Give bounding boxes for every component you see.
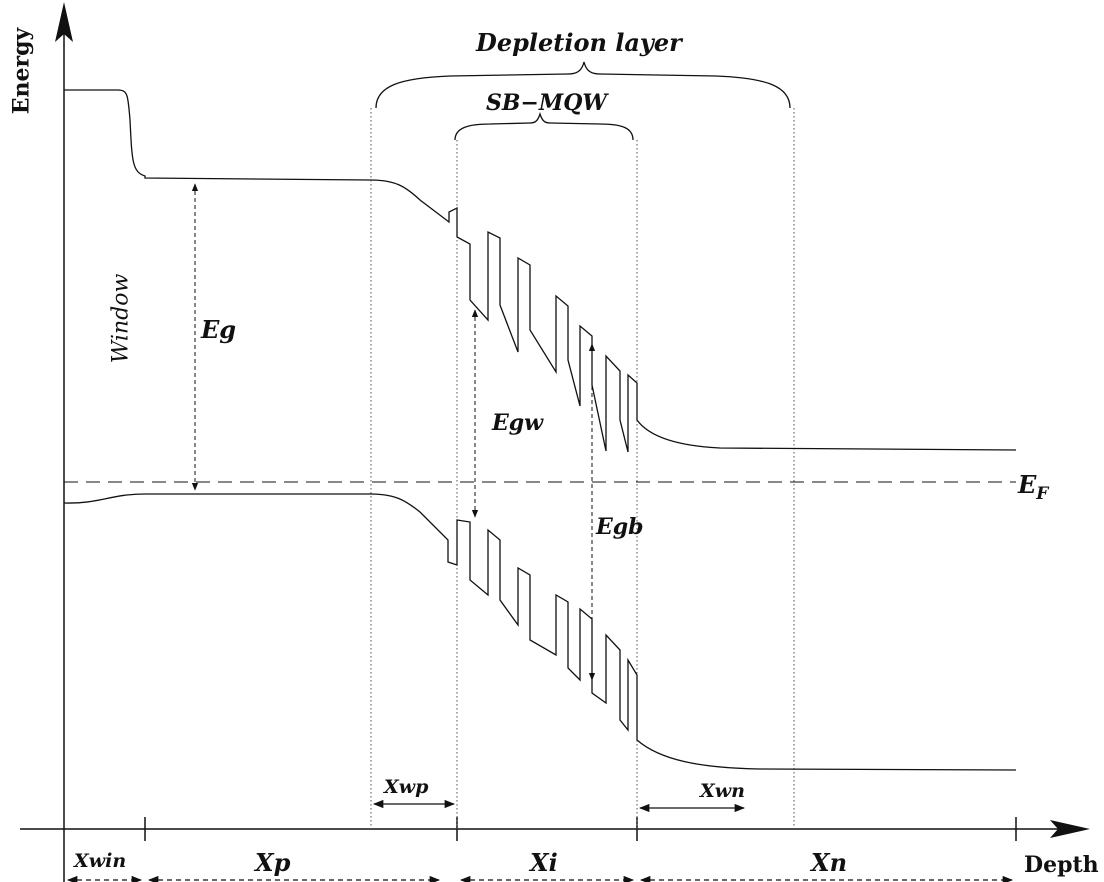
depletion-layer-brace bbox=[375, 61, 791, 109]
dotted-guides bbox=[370, 108, 795, 829]
energy-axis-label: Energy bbox=[8, 27, 35, 115]
conduction-band bbox=[64, 89, 1017, 453]
width-arrows bbox=[372, 799, 746, 813]
depth-axis-arrowhead bbox=[1050, 820, 1090, 838]
gap-arrows bbox=[191, 183, 596, 681]
xn-label: Xn bbox=[811, 848, 848, 877]
energy-axis-arrowhead bbox=[55, 2, 73, 42]
valence-band bbox=[63, 493, 1017, 771]
xp-label: Xp bbox=[255, 848, 291, 877]
depletion-layer-label: Depletion layer bbox=[476, 28, 682, 57]
xwp-label: Xwp bbox=[384, 776, 429, 798]
fermi-level-label: EF bbox=[1018, 470, 1048, 504]
fermi-level-main: E bbox=[1018, 470, 1037, 499]
sb-mqw-brace bbox=[454, 111, 634, 141]
window-label: Window bbox=[108, 273, 134, 364]
depth-axis-label: Depth bbox=[1024, 852, 1099, 878]
egw-label: Egw bbox=[492, 410, 544, 436]
xwn-label: Xwn bbox=[700, 780, 745, 802]
xi-label: Xi bbox=[530, 848, 558, 877]
sb-mqw-label: SB−MQW bbox=[486, 90, 608, 116]
egb-label: Egb bbox=[596, 514, 644, 540]
fermi-level-subscript: F bbox=[1036, 483, 1049, 504]
xwin-label: Xwin bbox=[74, 850, 127, 872]
eg-label: Eg bbox=[201, 315, 237, 344]
